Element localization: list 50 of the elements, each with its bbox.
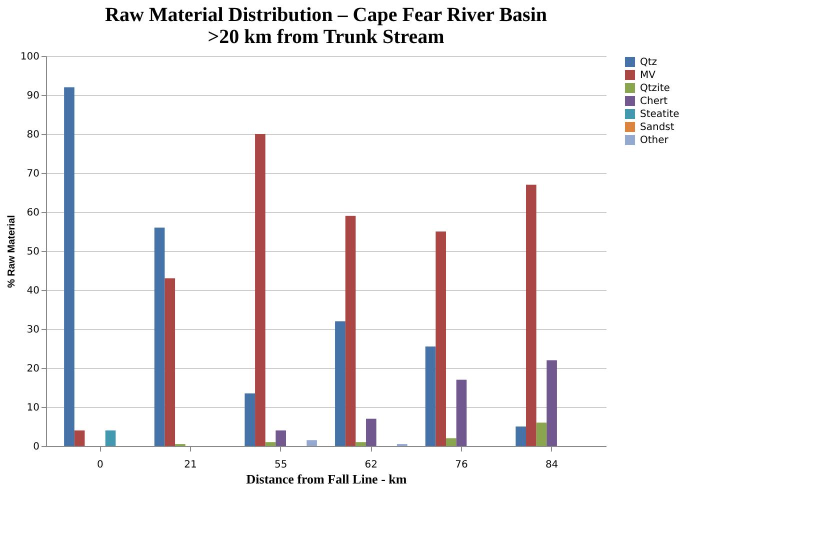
legend-label: Other <box>640 135 670 146</box>
bar <box>456 380 467 446</box>
bar <box>64 87 74 446</box>
y-tick-label: 20 <box>26 364 40 374</box>
bar <box>105 430 116 446</box>
legend-label: Chert <box>640 96 668 107</box>
bar <box>164 278 176 446</box>
x-tick-label: 76 <box>455 460 468 470</box>
bar <box>516 426 526 446</box>
x-axis-title: Distance from Fall Line - km <box>246 472 407 486</box>
bar <box>536 422 547 446</box>
text: >20 km from Trunk Stream <box>208 26 444 48</box>
x-tick-label: 21 <box>184 460 197 470</box>
y-axis-title: % Raw Material <box>6 214 18 288</box>
bar <box>74 430 85 446</box>
bar <box>265 442 276 446</box>
y-tick-label: 50 <box>26 246 40 258</box>
legend-label: Steatite <box>640 109 680 120</box>
x-tick-label: 84 <box>545 460 558 470</box>
bar <box>306 440 317 446</box>
bar <box>425 346 436 446</box>
y-tick-label: 90 <box>26 90 40 102</box>
y-tick-label: 70 <box>26 168 40 180</box>
bar <box>244 393 256 446</box>
legend-label: Sandst <box>640 122 674 133</box>
x-tick-label: 0 <box>97 460 104 470</box>
bar <box>335 321 346 446</box>
y-tick-label: 80 <box>26 130 40 140</box>
text: Raw Material Distribution – Cape Fear River Basin <box>104 4 548 26</box>
y-tick-label: 100 <box>20 52 40 62</box>
y-tick-label: 10 <box>26 402 40 414</box>
bar <box>546 360 557 446</box>
bar <box>446 438 456 446</box>
y-tick-label: 40 <box>26 286 40 296</box>
bar <box>345 216 356 446</box>
bar <box>356 442 366 446</box>
bar <box>526 184 536 446</box>
x-tick-label: 55 <box>274 460 288 470</box>
y-tick-label: 60 <box>26 208 40 218</box>
legend-label: MV <box>640 70 656 81</box>
bar <box>255 134 266 446</box>
y-tick-label: 0 <box>33 442 40 452</box>
x-tick-label: 62 <box>364 460 378 470</box>
bar <box>436 232 446 446</box>
bar <box>366 418 376 446</box>
legend-label: Qtzite <box>640 83 670 94</box>
bar <box>276 430 286 446</box>
legend-label: Qtz <box>640 57 658 68</box>
y-tick-label: 30 <box>26 324 40 336</box>
bar <box>154 228 165 446</box>
